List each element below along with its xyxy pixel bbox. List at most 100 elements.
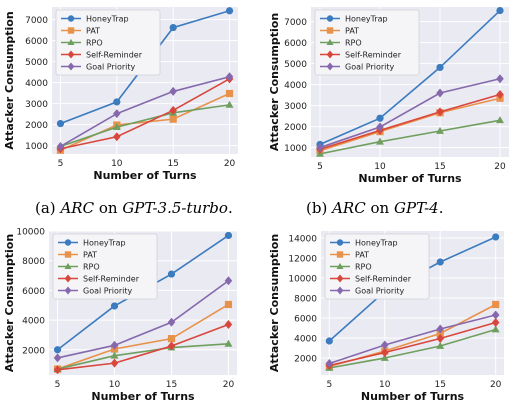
chart-c-legend-marker-pat [64,251,72,258]
chart-a-ytick-label: 5000 [25,58,48,68]
chart-c-legend: HoneyTrap PAT RPO Self-Reminder Goal Priorit… [52,233,158,300]
chart-a-point-goal-priority [225,72,234,82]
chart-c-legend-marker-self-reminder [64,274,72,283]
chart-c-point-honeytrap [224,231,233,240]
chart-d-xtick-label: 10 [379,380,391,390]
chart-b-legend: HoneyTrap PAT RPO Self-Reminder Goal Priorit… [314,9,420,76]
chart-panel-c: 2000 4000 6000 8000 10000 5 10 15 20 Number of Tu… [0,224,265,414]
chart-d-point-honeytrap [325,337,333,345]
chart-c-point-goal-priority [53,353,62,363]
chart-d-ylabel: Attacker Consumption [268,234,281,372]
chart-a-legend-marker-pat [67,27,75,34]
chart-b-ylabel: Attacker Consumption [268,13,281,151]
chart-d-ytick-label: 12000 [288,255,317,265]
chart-c-legend-label-rpo: RPO [83,263,100,272]
chart-b-line-honeytrap [319,9,501,146]
caption-a-label: (a) [35,199,56,217]
chart-a-xtick-label: 15 [167,159,178,169]
chart-d-legend-marker-self-reminder [336,274,344,283]
chart-c-ytick-label: 4000 [22,317,45,327]
chart-a-legend-label-self-reminder: Self-Reminder [86,51,143,60]
chart-b-legend-label-goal-priority: Goal Priority [345,63,395,72]
chart-b-legend-marker-pat [326,27,334,34]
chart-panel-a: 1000 2000 3000 4000 5000 6000 7000 5 10 15 20 Numbe… [0,0,265,195]
chart-b-line-rpo [319,119,501,155]
chart-a-line-rpo [60,104,230,148]
chart-d-xtick-label: 15 [435,380,446,390]
chart-c-ytick-label: 2000 [22,346,45,356]
chart-b-xtick-label: 20 [494,162,506,172]
chart-a-legend-label-pat: PAT [86,27,100,36]
chart-b-legend-marker-rpo [326,38,334,46]
chart-a-legend-label-goal-priority: Goal Priority [86,63,136,72]
caption-a-dataset: ARC [60,199,95,217]
chart-d-point-self-reminder [380,348,389,357]
chart-c-legend-label-honeytrap: HoneyTrap [83,239,126,248]
chart-b-legend-marker-self-reminder [326,50,334,59]
chart-a-legend-label-rpo: RPO [86,39,103,48]
chart-c-legend-marker-goal-priority [64,286,72,295]
chart-c-xtick-label: 5 [55,380,61,390]
chart-c-legend-label-goal-priority: Goal Priority [83,287,133,296]
chart-b-line-pat [319,97,501,152]
chart-c-series-goal-priority [53,276,233,363]
chart-c-legend-box [52,233,158,300]
chart-a-xtick-label: 5 [58,159,64,169]
chart-b-xtick-label: 15 [434,162,445,172]
caption-b-end: . [438,199,444,217]
chart-d-ytick-label: 2000 [294,355,317,365]
chart-panel-d: 2000 4000 6000 8000 10000 12000 14000 5 10 15 20 Nu… [265,224,530,414]
chart-d-line-goal-priority [329,314,496,365]
chart-c-line-rpo [57,343,229,370]
chart-c-ytick-label: 8000 [22,257,45,267]
chart-c-xtick-label: 15 [166,380,177,390]
chart-b-legend-label-honeytrap: HoneyTrap [345,15,388,24]
chart-a-point-rpo [112,122,121,130]
chart-a-legend-label-honeytrap: HoneyTrap [86,15,129,24]
chart-a-legend-marker-honeytrap [67,15,75,22]
chart-d-legend-label-self-reminder: Self-Reminder [355,275,412,284]
chart-a-legend-marker-rpo [67,38,75,46]
chart-b-line-self-reminder [319,93,501,151]
caption-b-model: GPT-4 [393,199,439,217]
chart-c-legend-marker-honeytrap [64,239,72,246]
chart-c-ylabel: Attacker Consumption [3,234,16,372]
caption-b-label: (b) [306,199,328,217]
chart-a-svg: 1000 2000 3000 4000 5000 6000 7000 5 10 15 20 Numbe… [3,7,238,182]
chart-a-point-honeytrap [113,98,121,106]
chart-c-line-self-reminder [57,323,229,371]
chart-d-ytick-label: 6000 [294,315,317,325]
chart-c-series-self-reminder [53,320,233,375]
chart-b-legend-marker-goal-priority [326,62,334,71]
chart-d-point-self-reminder [436,334,445,343]
chart-d-legend-box [324,233,430,300]
chart-a-xlabel: Number of Turns [93,169,197,182]
chart-c-point-self-reminder [167,341,176,351]
chart-a-point-goal-priority [56,141,65,151]
chart-d-point-honeytrap [436,258,444,266]
chart-d-svg: 2000 4000 6000 8000 10000 12000 14000 5 10 15 20 Nu… [268,231,504,403]
chart-c-point-pat [224,300,233,309]
chart-d-line-rpo [329,328,496,369]
chart-d-ytick-label: 4000 [294,335,317,345]
chart-c-xlabel: Number of Turns [91,390,195,403]
chart-a-point-rpo [225,100,234,108]
chart-a-ytick-label: 4000 [25,79,48,89]
chart-b-point-rpo [376,137,384,145]
chart-a-line-goal-priority [60,75,230,148]
chart-c-point-honeytrap [53,346,62,354]
chart-b-point-honeytrap [496,6,504,15]
chart-b-line-goal-priority [319,77,501,149]
chart-a-point-goal-priority [113,109,121,119]
chart-a-point-self-reminder [169,105,177,115]
chart-b-xlabel: Number of Turns [358,172,462,185]
chart-a-point-goal-priority [169,86,177,96]
chart-d-legend-label-goal-priority: Goal Priority [355,287,405,296]
chart-a-ytick-label: 2000 [25,121,48,131]
chart-d-legend: HoneyTrap PAT RPO Self-Reminder Goal Priorit… [324,233,430,300]
caption-a-model: GPT-3.5-turbo [122,199,228,217]
chart-b-ytick-label: 1000 [284,144,307,154]
caption-a-end: . [227,199,233,217]
caption-a-on: on [98,199,118,217]
chart-d-xtick-label: 5 [326,380,332,390]
